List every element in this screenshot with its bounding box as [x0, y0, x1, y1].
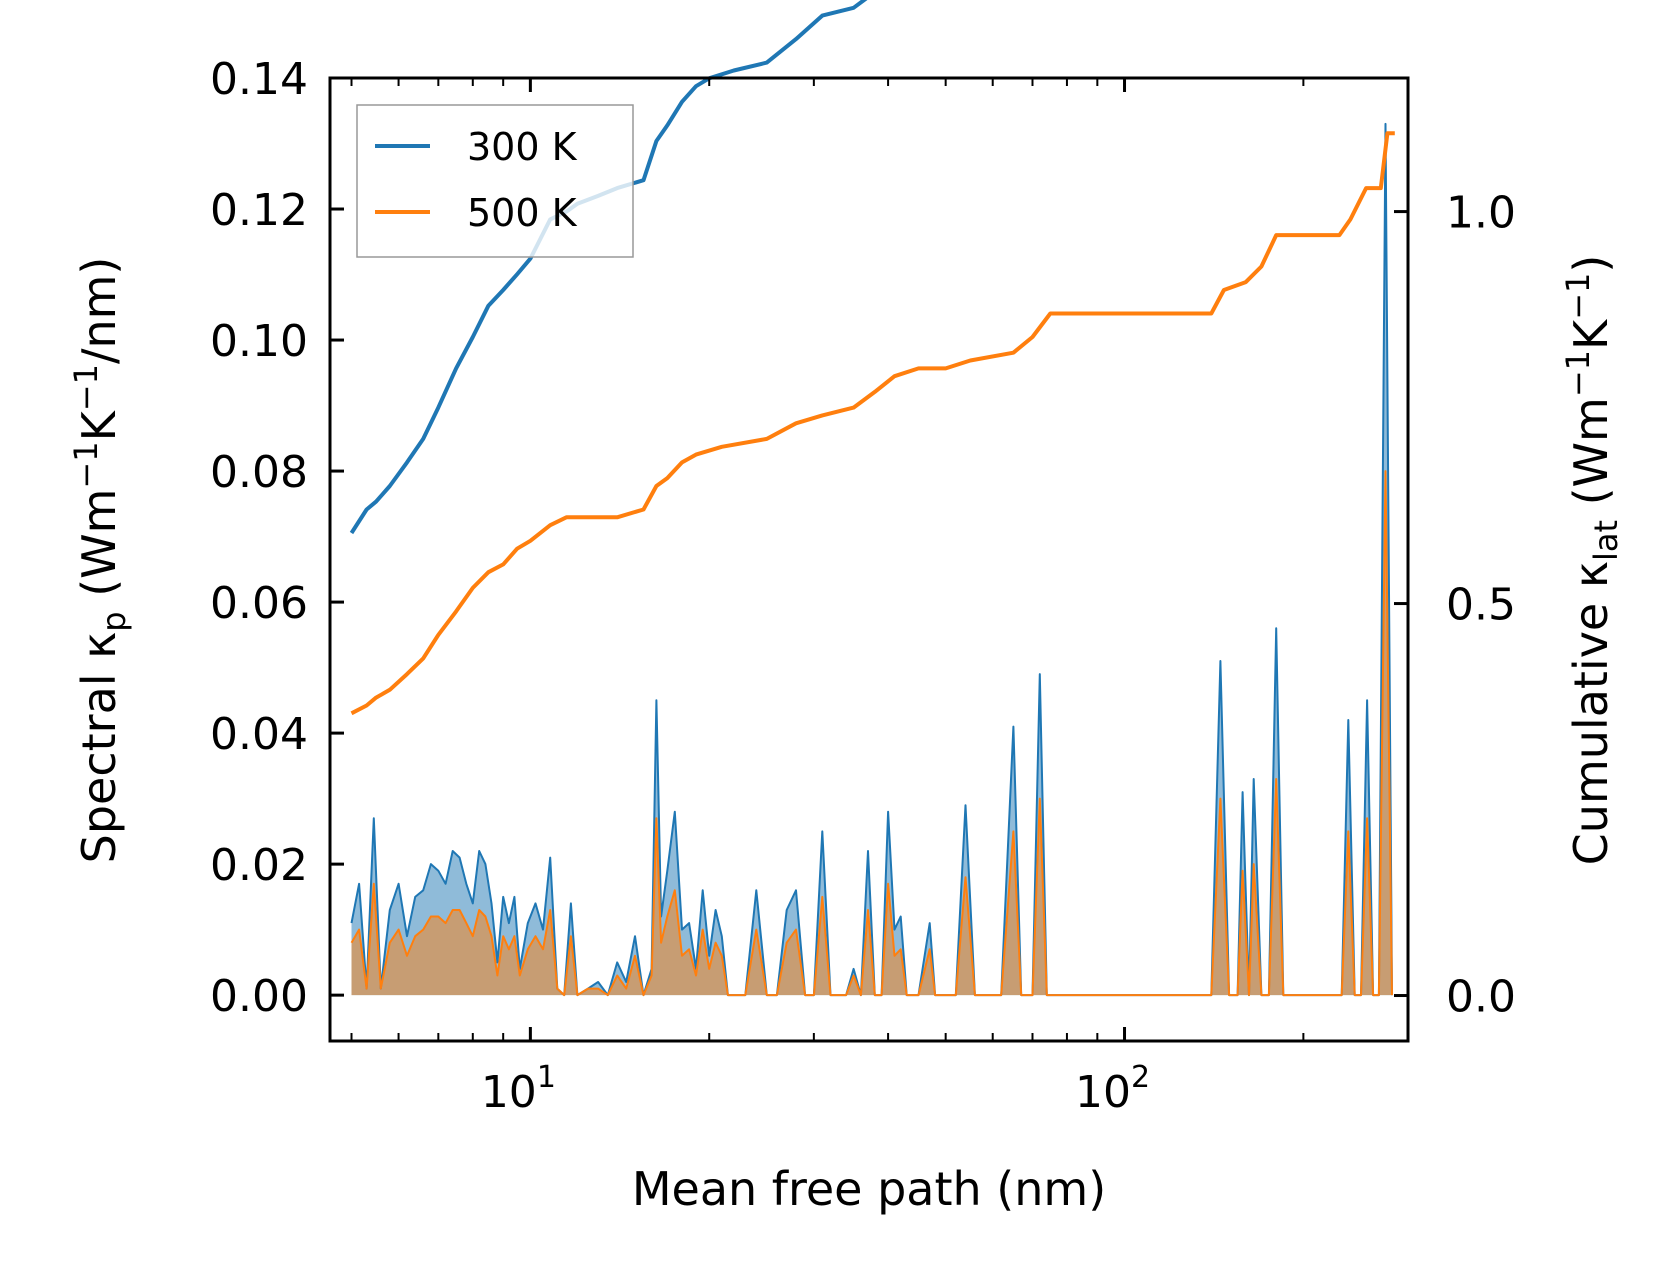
right-axis-label-mid: K [1564, 318, 1618, 350]
left-tick-label: 0.02 [210, 840, 308, 891]
spectral-fill-300k [351, 123, 1392, 996]
left-tick-label: 0.06 [210, 578, 308, 629]
legend: 300 K 500 K [356, 104, 634, 258]
right-axis-label-sub: lat [1587, 520, 1625, 561]
left-axis-label-main: Spectral κ [72, 632, 126, 864]
cumulative-line-500k [350, 131, 1395, 716]
x-axis-ticks: 101 102 [350, 78, 1305, 1118]
left-axis-label-unit-close: /nm) [72, 257, 126, 364]
cumulative-lines [349, 0, 1395, 716]
left-axis-label: Spectral κp (Wm−1K−1/nm) [67, 257, 133, 864]
left-axis-label-mid: K [72, 409, 126, 441]
left-tick-label: 0.08 [210, 447, 308, 498]
spectral-line-500k [350, 470, 1393, 997]
right-axis-label-unit-close: ) [1564, 255, 1618, 273]
left-tick-label: 0.00 [210, 971, 308, 1022]
left-axis-label-unit-open: (Wm [72, 489, 126, 612]
plot-frame [328, 76, 1410, 1043]
left-tick-label: 0.04 [210, 709, 308, 760]
legend-box [356, 104, 634, 258]
left-axis-label-sub: p [95, 611, 133, 631]
legend-label-500k: 500 K [467, 191, 578, 235]
right-tick-label: 0.5 [1446, 580, 1516, 631]
right-axis-label-sup1: −1 [1559, 350, 1597, 397]
left-axis-label-sup2: −1 [67, 364, 105, 411]
cumulative-line-300k [349, 0, 868, 535]
left-tick-label: 0.12 [210, 185, 308, 236]
spectral-fills [351, 123, 1392, 996]
left-axis-label-sup1: −1 [67, 441, 105, 488]
right-axis-ticks: 0.00.51.01.5 [1394, 188, 1516, 1023]
left-tick-label: 0.10 [210, 316, 308, 367]
left-axis-ticks: 0.00 0.02 0.04 0.06 0.08 0.10 0.12 0.14 [210, 54, 344, 1022]
x-axis-label: Mean free path (nm) [632, 1162, 1106, 1216]
right-axis-label-unit-open: (Wm [1564, 397, 1618, 520]
x-tick-label: 102 [1075, 1060, 1150, 1118]
legend-label-300k: 300 K [467, 125, 578, 169]
right-axis-label: Cumulative κlat (Wm−1K−1) [1559, 255, 1625, 866]
right-axis-label-main: Cumulative κ [1564, 561, 1618, 865]
x-tick-label: 101 [481, 1060, 556, 1118]
right-tick-label: 0.0 [1446, 972, 1516, 1023]
right-tick-label: 1.0 [1446, 188, 1516, 239]
spectral-lines [350, 122, 1393, 997]
left-tick-label: 0.14 [210, 54, 308, 105]
spectral-fill-500k [351, 471, 1392, 996]
right-axis-label-sup2: −1 [1559, 273, 1597, 320]
